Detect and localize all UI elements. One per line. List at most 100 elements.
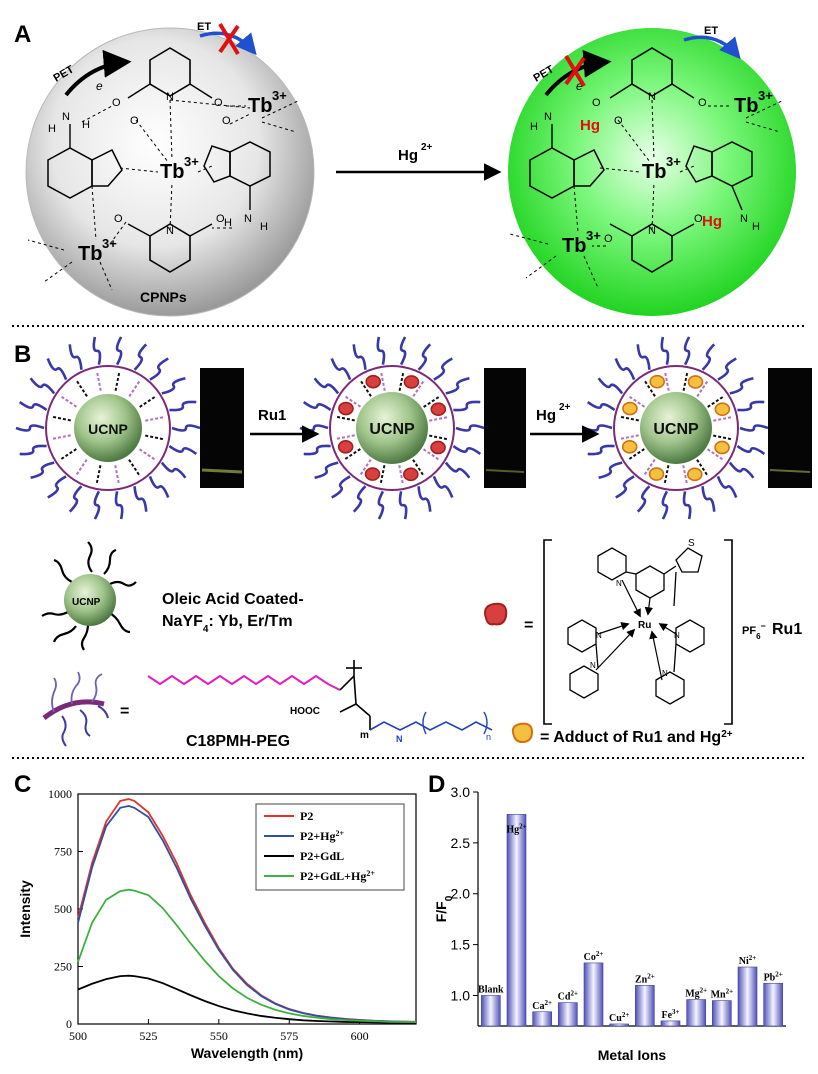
repeat-m-label: m [360,730,369,741]
bar-label-8: Mg2+ [685,987,707,1000]
peg-strand [171,424,201,432]
oleic-strand [682,370,689,391]
polymer-strand [663,370,670,391]
peg-strand [433,357,453,381]
tb-charge: 3+ [272,88,287,103]
pf6-label: PF6− [742,621,766,641]
oleic-strand [114,370,121,391]
atom-n: N [674,631,680,640]
polymer-strand [145,415,166,422]
peg-strand [299,424,329,432]
legend-oleic-line1: Oleic Acid Coated- [162,591,304,608]
ru1-molecule [403,375,420,389]
ru1-complex: = [484,538,802,725]
bar-label-5: Cu2+ [609,1011,629,1024]
bar-5 [609,1023,629,1027]
tb-ion: Tb [160,161,184,183]
electron-label: e [96,79,103,93]
peg-strand [432,475,454,499]
ru1-hg-adduct [714,402,731,417]
polymer-strand [138,448,157,462]
x-tick-label: 575 [280,1029,298,1043]
legend-polymer: = HOOC m N n C18PMH-PEG [42,660,493,750]
polymer-strand [412,379,426,398]
polymer-strand [682,465,689,486]
atom-n: N [648,225,656,237]
ucnp-label: UCNP [88,421,128,437]
oleic-strand [50,415,71,422]
atom-o: O [694,213,703,225]
et-label: ET [704,25,718,37]
oleic-strand [359,379,372,397]
ru1-molecule [430,440,446,455]
atom-o: O [130,115,139,127]
oleic-strand [429,434,450,441]
hg-step-label: Hg [536,407,556,424]
panel-b-letter: B [14,341,31,368]
peg-strand [330,357,352,381]
hg-arrow-label: Hg [398,147,418,164]
coordination-bonds [27,99,301,291]
peg-strand [47,475,67,499]
atom-o: O [604,233,613,245]
polymer-strand [618,434,639,441]
ucnp-core [356,392,428,464]
oleic-strand [145,434,166,441]
hg-step-sup: 2+ [559,402,571,413]
peg-strand [148,475,170,499]
legend-entry: P2+GdL+Hg2+ [300,869,375,884]
peg-strand [161,376,186,395]
y-tick-label: 2.0 [451,886,471,902]
blocked-cross-icon [564,54,586,88]
polymer-strand [627,394,646,408]
peg-strand [452,444,482,455]
atom-n: N [544,111,552,123]
ucnp-label: UCNP [369,421,415,438]
atom-o: O [216,213,225,225]
ru1-molecule [402,467,419,482]
oleic-strand [398,370,405,391]
peg-strand [444,461,471,479]
peg-strand [168,444,198,455]
bar-3 [558,1002,578,1027]
panel-d: D 1.0 1.5 2.0 2.5 3.0 Blank Hg2+ Ca2+ Cd2+ Co2+ Cu… [428,771,786,1063]
atom-o: O [112,97,121,109]
vial-image [768,368,812,488]
x-tick-label: 500 [69,1029,87,1043]
atom-o: O [114,213,123,225]
oleic-strand [643,379,656,397]
legend-entry: P2+Hg2+ [300,829,345,844]
ru1-molecule [365,374,382,389]
ucnp-label: UCNP [653,421,699,438]
polymer-strand [429,415,450,422]
bar-7 [660,1020,681,1027]
ru1-hg-adduct [648,467,665,481]
bar-8 [686,999,706,1027]
tb-charge: 3+ [666,154,681,169]
peg-strand [15,424,45,432]
atom-h: H [530,121,538,133]
ru1-hg-adduct [622,401,638,416]
cpnp-sphere-right: PET e ET N O O O Tb 3+ Tb 3+ Tb 3+ N [508,25,796,316]
tb-charge: 3+ [184,154,199,169]
bar-4 [583,962,604,1027]
atom-o: O [592,97,601,109]
oleic-strand [618,415,639,422]
peg-strand [701,343,716,371]
ucnp-nanoparticle: UCNP [15,336,201,520]
atom-n: N [166,91,174,103]
alkyl-chain [147,674,341,691]
atom-n: N [62,111,70,123]
tb-ion: Tb [248,95,272,117]
reaction-arrow-a: Hg 2+ [336,142,502,181]
oleic-strand [713,434,734,441]
oleic-strand [59,448,77,461]
cpnps-caption: CPNPs [140,289,187,305]
hg-bound-label: Hg [580,117,600,134]
polymer-strand [358,458,372,477]
oleic-strand [343,448,361,461]
legend-entry: P2 [300,809,313,823]
peg-strand [597,377,624,395]
ucnp-label: UCNP [72,597,101,608]
